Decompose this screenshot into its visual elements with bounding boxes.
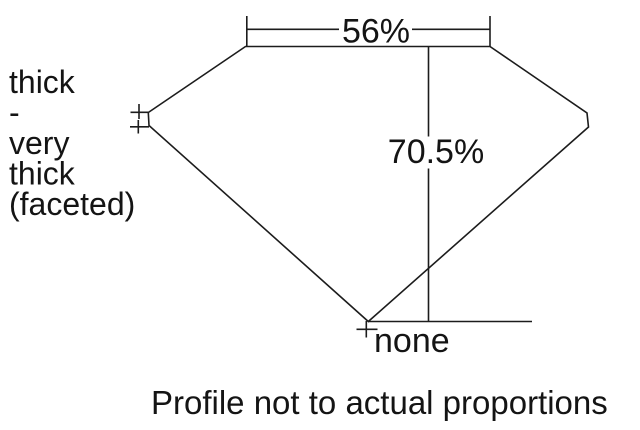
girdle-label-line-5: (faceted) [9, 186, 135, 222]
diamond-outline [147, 45, 590, 323]
caption: Profile not to actual proportions [151, 384, 608, 421]
table-width-label: 56% [342, 13, 410, 51]
girdle-label-line-1: thick [9, 64, 76, 100]
culet-label: none [374, 322, 450, 360]
girdle-label-line-2: - [9, 95, 20, 131]
girdle-label-line-4: thick [9, 156, 76, 192]
depth-label: 70.5% [388, 133, 484, 171]
girdle-label-line-3: very [9, 125, 69, 161]
